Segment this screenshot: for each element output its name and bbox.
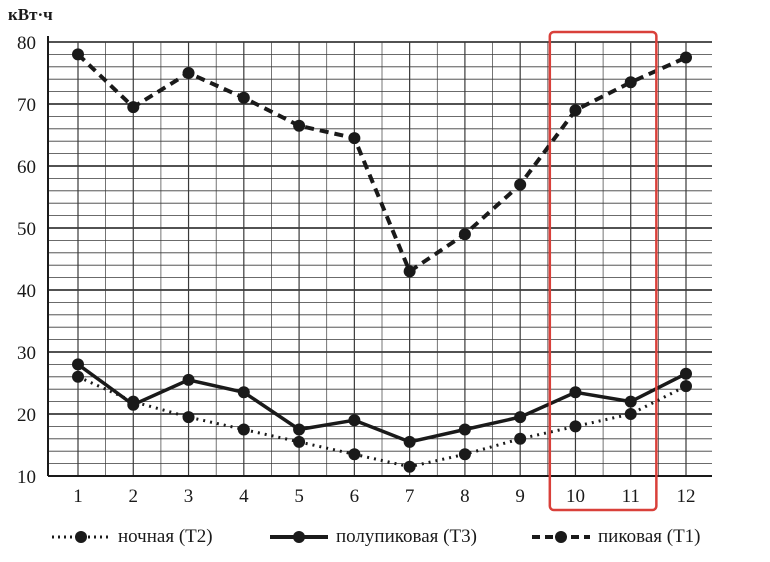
- legend-swatch-night: [50, 527, 112, 547]
- x-tick-label: 12: [677, 486, 696, 507]
- data-point: [458, 228, 471, 241]
- highlight: [548, 30, 658, 512]
- data-point: [514, 432, 527, 445]
- y-tick-label: 30: [17, 343, 36, 364]
- data-point: [680, 51, 692, 64]
- data-point: [182, 411, 195, 424]
- y-unit-label: кВт·ч: [8, 5, 53, 24]
- data-point: [569, 420, 582, 433]
- data-point: [237, 423, 250, 436]
- legend-item-semipeak: полупиковая (T3): [268, 522, 477, 552]
- data-point: [127, 101, 140, 114]
- data-point: [624, 76, 637, 89]
- data-point: [514, 178, 527, 191]
- legend-label-semipeak: полупиковая (T3): [336, 526, 477, 547]
- series-line: [77, 375, 687, 469]
- x-tick-label: 10: [566, 486, 585, 507]
- legend-item-peak: пиковая (T1): [530, 522, 701, 552]
- series-solid: [72, 358, 692, 448]
- series-dashed: [72, 48, 692, 278]
- x-tick-label: 9: [515, 486, 525, 507]
- data-point: [624, 408, 637, 420]
- y-tick-label: 80: [17, 33, 36, 54]
- data-point: [237, 91, 250, 104]
- data-point: [680, 380, 692, 393]
- legend-swatch-peak: [530, 527, 592, 547]
- legend-swatch-semipeak: [268, 527, 330, 547]
- x-tick-label: 8: [460, 486, 470, 507]
- data-point: [182, 67, 195, 79]
- legend: ночная (T2) полупиковая (T3) пиковая (T1…: [50, 522, 750, 552]
- y-tick-label: 70: [17, 95, 36, 116]
- x-tick-label: 6: [350, 486, 360, 507]
- data-point: [72, 358, 84, 371]
- y-tick-label: 40: [17, 281, 36, 302]
- x-tick-label: 7: [405, 486, 415, 507]
- data-point: [348, 448, 361, 461]
- y-tick-label: 20: [17, 405, 36, 426]
- legend-item-night: ночная (T2): [50, 522, 213, 552]
- series-line: [76, 362, 687, 444]
- series: [72, 48, 692, 473]
- data-point: [569, 104, 582, 117]
- data-point: [182, 373, 195, 386]
- data-point: [403, 460, 416, 473]
- data-point: [403, 265, 416, 278]
- x-tick-label: 2: [129, 486, 139, 507]
- data-point: [72, 48, 84, 61]
- data-point: [293, 423, 306, 436]
- data-point: [348, 414, 361, 427]
- grid: [48, 41, 712, 477]
- x-tick-label: 11: [622, 486, 640, 507]
- data-point: [237, 386, 250, 399]
- data-point: [624, 395, 637, 408]
- legend-label-night: ночная (T2): [118, 526, 213, 547]
- data-point: [348, 132, 361, 145]
- series-dotted: [72, 370, 692, 473]
- data-point: [680, 367, 692, 380]
- data-point: [458, 423, 471, 436]
- data-point: [127, 398, 140, 411]
- data-point: [403, 435, 416, 448]
- y-tick-label: 10: [17, 467, 36, 488]
- series-line: [76, 52, 687, 274]
- data-point: [458, 448, 471, 461]
- legend-label-peak: пиковая (T1): [598, 526, 701, 547]
- data-point: [293, 119, 306, 132]
- data-point: [569, 386, 582, 399]
- data-point: [72, 370, 84, 383]
- x-tick-label: 1: [73, 486, 83, 507]
- x-tick-label: 4: [239, 486, 249, 507]
- data-point: [293, 435, 306, 448]
- highlight-box: [548, 30, 658, 512]
- data-point: [514, 411, 527, 424]
- y-tick-label: 50: [17, 219, 36, 240]
- y-tick-label: 60: [17, 157, 36, 178]
- x-tick-label: 5: [294, 486, 304, 507]
- x-tick-label: 3: [184, 486, 194, 507]
